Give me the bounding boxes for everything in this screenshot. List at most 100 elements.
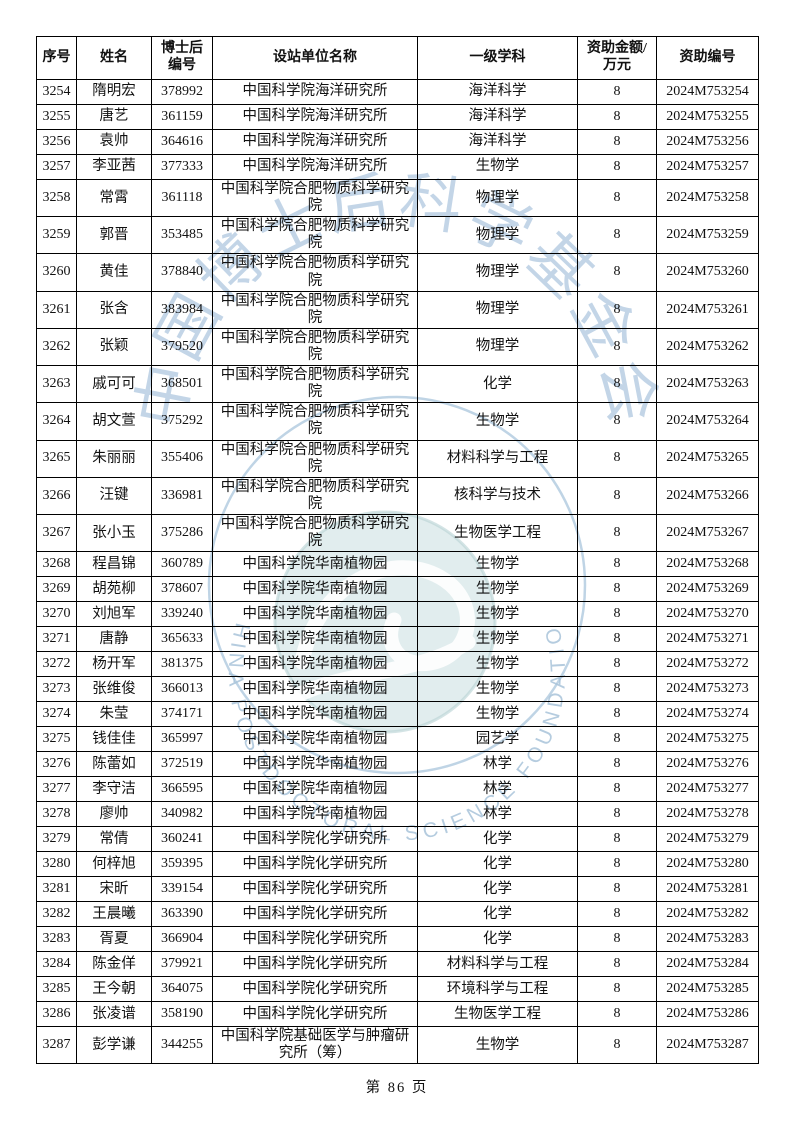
cell-discipline: 林学 xyxy=(417,776,578,803)
cell-postdoc-no: 339240 xyxy=(151,601,213,628)
cell-unit: 中国科学院华南植物园 xyxy=(212,776,418,803)
cell-grant-no: 2024M753280 xyxy=(656,851,759,878)
cell-name: 陈蕾如 xyxy=(76,751,152,778)
cell-postdoc-no: 366595 xyxy=(151,776,213,803)
table-row: 3262 张颖 379520 中国科学院合肥物质科学研究 院物理学 8 2024M7532… xyxy=(36,327,759,367)
cell-name: 朱莹 xyxy=(76,701,152,728)
table-row: 3275 钱佳佳 365997 中国科学院华南植物园 园艺学 8 2024M753275 xyxy=(36,726,759,753)
table-row: 3287 彭学谦 344255 中国科学院基础医学与肿瘤研 究所（筹） 生物学 8 2024… xyxy=(36,1026,759,1065)
cell-postdoc-no: 339154 xyxy=(151,876,213,903)
cell-discipline: 生物学 xyxy=(417,651,578,678)
cell-seq: 3259 xyxy=(36,216,77,255)
cell-discipline: 生物学 xyxy=(417,154,578,180)
cell-discipline: 物理学 xyxy=(417,327,578,367)
cell-seq: 3283 xyxy=(36,926,77,953)
cell-grant-no: 2024M753262 xyxy=(656,327,759,367)
cell-discipline: 生物学 xyxy=(417,1026,578,1065)
cell-unit: 中国科学院化学研究所 xyxy=(212,976,418,1003)
cell-name: 隋明宏 xyxy=(76,79,152,105)
cell-name: 杨开军 xyxy=(76,651,152,678)
cell-postdoc-no: 377333 xyxy=(151,154,213,180)
cell-amount: 8 xyxy=(577,476,657,515)
cell-postdoc-no: 353485 xyxy=(151,216,213,255)
cell-amount: 8 xyxy=(577,1026,657,1065)
cell-amount: 8 xyxy=(577,976,657,1003)
table-row: 3286 张凌谱 358190 中国科学院化学研究所 生物医学工程 8 2024M75328… xyxy=(36,1001,759,1028)
cell-grant-no: 2024M753255 xyxy=(656,104,759,130)
cell-grant-no: 2024M753272 xyxy=(656,651,759,678)
table-row: 3260 黄佳 378840 中国科学院合肥物质科学研究 院物理学 8 2024M7532… xyxy=(36,253,759,292)
cell-name: 李亚茜 xyxy=(76,154,152,180)
cell-name: 廖帅 xyxy=(76,801,152,828)
cell-name: 郭晋 xyxy=(76,216,152,255)
cell-discipline: 生物医学工程 xyxy=(417,1001,578,1028)
cell-grant-no: 2024M753256 xyxy=(656,129,759,155)
header-cell-amount: 资助金额/ 万元 xyxy=(577,36,657,80)
cell-postdoc-no: 366013 xyxy=(151,676,213,703)
cell-grant-no: 2024M753284 xyxy=(656,951,759,978)
header-cell-discipline: 一级学科 xyxy=(417,36,578,80)
cell-seq: 3272 xyxy=(36,651,77,678)
cell-postdoc-no: 379520 xyxy=(151,327,213,367)
cell-seq: 3269 xyxy=(36,576,77,603)
cell-seq: 3262 xyxy=(36,327,77,367)
cell-unit: 中国科学院基础医学与肿瘤研 究所（筹） xyxy=(212,1026,418,1065)
cell-name: 张含 xyxy=(76,290,152,329)
cell-seq: 3271 xyxy=(36,626,77,653)
cell-grant-no: 2024M753264 xyxy=(656,402,759,441)
cell-grant-no: 2024M753277 xyxy=(656,776,759,803)
cell-seq: 3275 xyxy=(36,726,77,753)
cell-amount: 8 xyxy=(577,290,657,329)
table-row: 3265 朱丽丽 355406 中国科学院合肥物质科学研究 院材料科学与工程 8 2024… xyxy=(36,439,759,478)
cell-grant-no: 2024M753260 xyxy=(656,253,759,292)
cell-unit: 中国科学院华南植物园 xyxy=(212,801,418,828)
cell-name: 朱丽丽 xyxy=(76,439,152,478)
cell-name: 陈金佯 xyxy=(76,951,152,978)
cell-amount: 8 xyxy=(577,1001,657,1028)
cell-postdoc-no: 375292 xyxy=(151,402,213,441)
table-row: 3254 隋明宏 378992 中国科学院海洋研究所 海洋科学 8 2024M753254 xyxy=(36,79,759,105)
table-row: 3271 唐静 365633 中国科学院华南植物园 生物学 8 2024M753271 xyxy=(36,626,759,653)
cell-grant-no: 2024M753274 xyxy=(656,701,759,728)
cell-seq: 3268 xyxy=(36,551,77,578)
cell-postdoc-no: 364075 xyxy=(151,976,213,1003)
cell-unit: 中国科学院华南植物园 xyxy=(212,626,418,653)
cell-discipline: 化学 xyxy=(417,851,578,878)
cell-grant-no: 2024M753282 xyxy=(656,901,759,928)
cell-unit: 中国科学院合肥物质科学研究 院 xyxy=(212,402,418,441)
cell-discipline: 生物学 xyxy=(417,701,578,728)
table-row: 3269 胡苑柳 378607 中国科学院华南植物园 生物学 8 2024M753269 xyxy=(36,576,759,603)
cell-postdoc-no: 364616 xyxy=(151,129,213,155)
table-row: 3274 朱莹 374171 中国科学院华南植物园 生物学 8 2024M753274 xyxy=(36,701,759,728)
cell-discipline: 林学 xyxy=(417,801,578,828)
cell-seq: 3254 xyxy=(36,79,77,105)
cell-amount: 8 xyxy=(577,801,657,828)
table-row: 3279 常倩 360241 中国科学院化学研究所 化学 8 2024M753279 xyxy=(36,826,759,853)
cell-unit: 中国科学院化学研究所 xyxy=(212,851,418,878)
cell-amount: 8 xyxy=(577,327,657,367)
cell-unit: 中国科学院化学研究所 xyxy=(212,951,418,978)
cell-discipline: 海洋科学 xyxy=(417,104,578,130)
cell-amount: 8 xyxy=(577,626,657,653)
table-row: 3259 郭晋 353485 中国科学院合肥物质科学研究 院物理学 8 2024M7532… xyxy=(36,216,759,255)
cell-amount: 8 xyxy=(577,826,657,853)
cell-unit: 中国科学院华南植物园 xyxy=(212,676,418,703)
table-body: 3254 隋明宏 378992 中国科学院海洋研究所 海洋科学 8 2024M753254 3… xyxy=(36,79,759,1065)
cell-grant-no: 2024M753258 xyxy=(656,178,759,218)
cell-seq: 3265 xyxy=(36,439,77,478)
table-row: 3280 何梓旭 359395 中国科学院化学研究所 化学 8 2024M753280 xyxy=(36,851,759,878)
cell-discipline: 化学 xyxy=(417,826,578,853)
cell-unit: 中国科学院化学研究所 xyxy=(212,876,418,903)
cell-seq: 3276 xyxy=(36,751,77,778)
cell-grant-no: 2024M753281 xyxy=(656,876,759,903)
cell-amount: 8 xyxy=(577,726,657,753)
header-cell-unit: 设站单位名称 xyxy=(212,36,418,80)
cell-discipline: 生物医学工程 xyxy=(417,513,578,553)
cell-grant-no: 2024M753271 xyxy=(656,626,759,653)
cell-amount: 8 xyxy=(577,129,657,155)
cell-postdoc-no: 381375 xyxy=(151,651,213,678)
cell-grant-no: 2024M753263 xyxy=(656,365,759,404)
table-row: 3270 刘旭军 339240 中国科学院华南植物园 生物学 8 2024M753270 xyxy=(36,601,759,628)
cell-name: 戚可可 xyxy=(76,365,152,404)
table-row: 3283 胥夏 366904 中国科学院化学研究所 化学 8 2024M753283 xyxy=(36,926,759,953)
